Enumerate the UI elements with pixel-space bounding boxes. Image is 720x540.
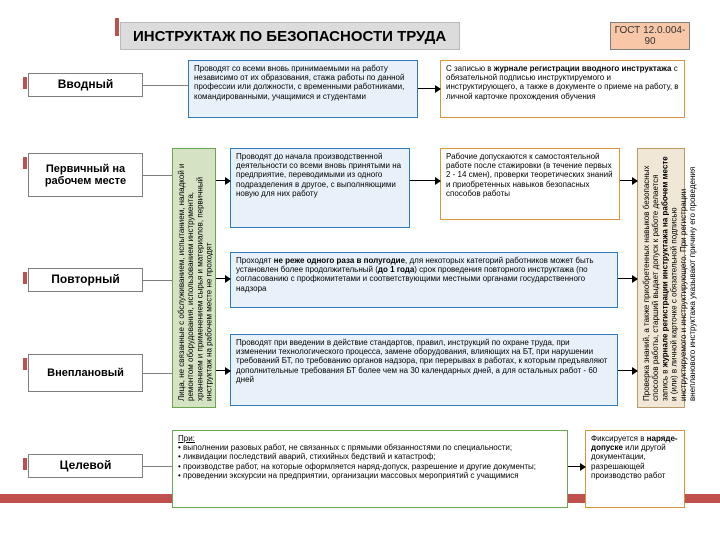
type-tselevoy: Целевой [28, 454, 143, 478]
vvod-desc: Проводят со всеми вновь принимаемыми на … [188, 60, 418, 118]
arrow [618, 370, 637, 371]
conn [143, 466, 172, 467]
perv-desc: Проводят до начала производственной деят… [230, 148, 410, 228]
tsel-head: При: [178, 434, 195, 443]
povt-pre: Проходят [236, 256, 274, 265]
type-povtornyy: Повторный [28, 268, 143, 292]
arrow [618, 278, 637, 279]
conn [143, 280, 172, 281]
vvod-right-bold: журнале регистрации вводного инструктажа [494, 64, 672, 73]
tsel-b4: проведении экскурсии на предприятии, орг… [183, 471, 519, 480]
arrow [568, 466, 585, 467]
conn [143, 373, 172, 374]
vnep-desc: Проводят при введении в действие стандар… [230, 334, 618, 406]
perv-allow: Рабочие допускаются к самостоятельной ра… [440, 148, 620, 220]
tsel-naryad: Фиксируется в наряде-допуске или другой … [585, 430, 685, 508]
vert-exempt: Лица, не связанные с обслуживанием, испы… [172, 148, 216, 408]
type-vvodnyy: Вводный [28, 73, 143, 97]
vvod-journal: С записью в журнале регистрации вводного… [440, 60, 685, 118]
vert-tan-bold: журнале регистрации инструктажа на рабоч… [660, 156, 669, 367]
type-vneplanovyy: Внеплановый [28, 354, 143, 392]
conn [143, 85, 188, 86]
arrow [216, 278, 230, 279]
tsel-desc: При: • выполнении разовых работ, не связ… [172, 430, 568, 508]
gost-badge: ГОСТ 12.0.004-90 [610, 22, 690, 50]
arrow [620, 180, 637, 181]
page-title: ИНСТРУКТАЖ ПО БЕЗОПАСНОСТИ ТРУДА [120, 22, 460, 50]
tsel-b2: ликвидации последствий аварий, стихийных… [183, 452, 436, 461]
tsel-r-pre: Фиксируется в [591, 434, 647, 443]
povt-desc: Проходят не реже одного раза в полугодие… [230, 252, 618, 308]
tsel-b1: выполнении разовых работ, не связанных с… [183, 443, 512, 452]
tsel-b3: производстве работ, на которые оформляет… [183, 462, 536, 471]
povt-b2: до 1 года [378, 265, 414, 274]
vert-tan-post: и (или) в личной карточке с обязательной… [670, 167, 697, 401]
vert-journal: Проверка знаний, а также приобретенных н… [637, 148, 685, 408]
povt-b1: не реже одного раза в полугодие [274, 256, 405, 265]
arrow [410, 180, 440, 181]
arrow [216, 180, 230, 181]
arrow [216, 370, 230, 371]
arrow [418, 88, 440, 89]
type-pervichnyy: Первичный на рабочем месте [28, 153, 143, 197]
conn [143, 175, 172, 176]
vvod-right-pre: С записью в [446, 64, 494, 73]
